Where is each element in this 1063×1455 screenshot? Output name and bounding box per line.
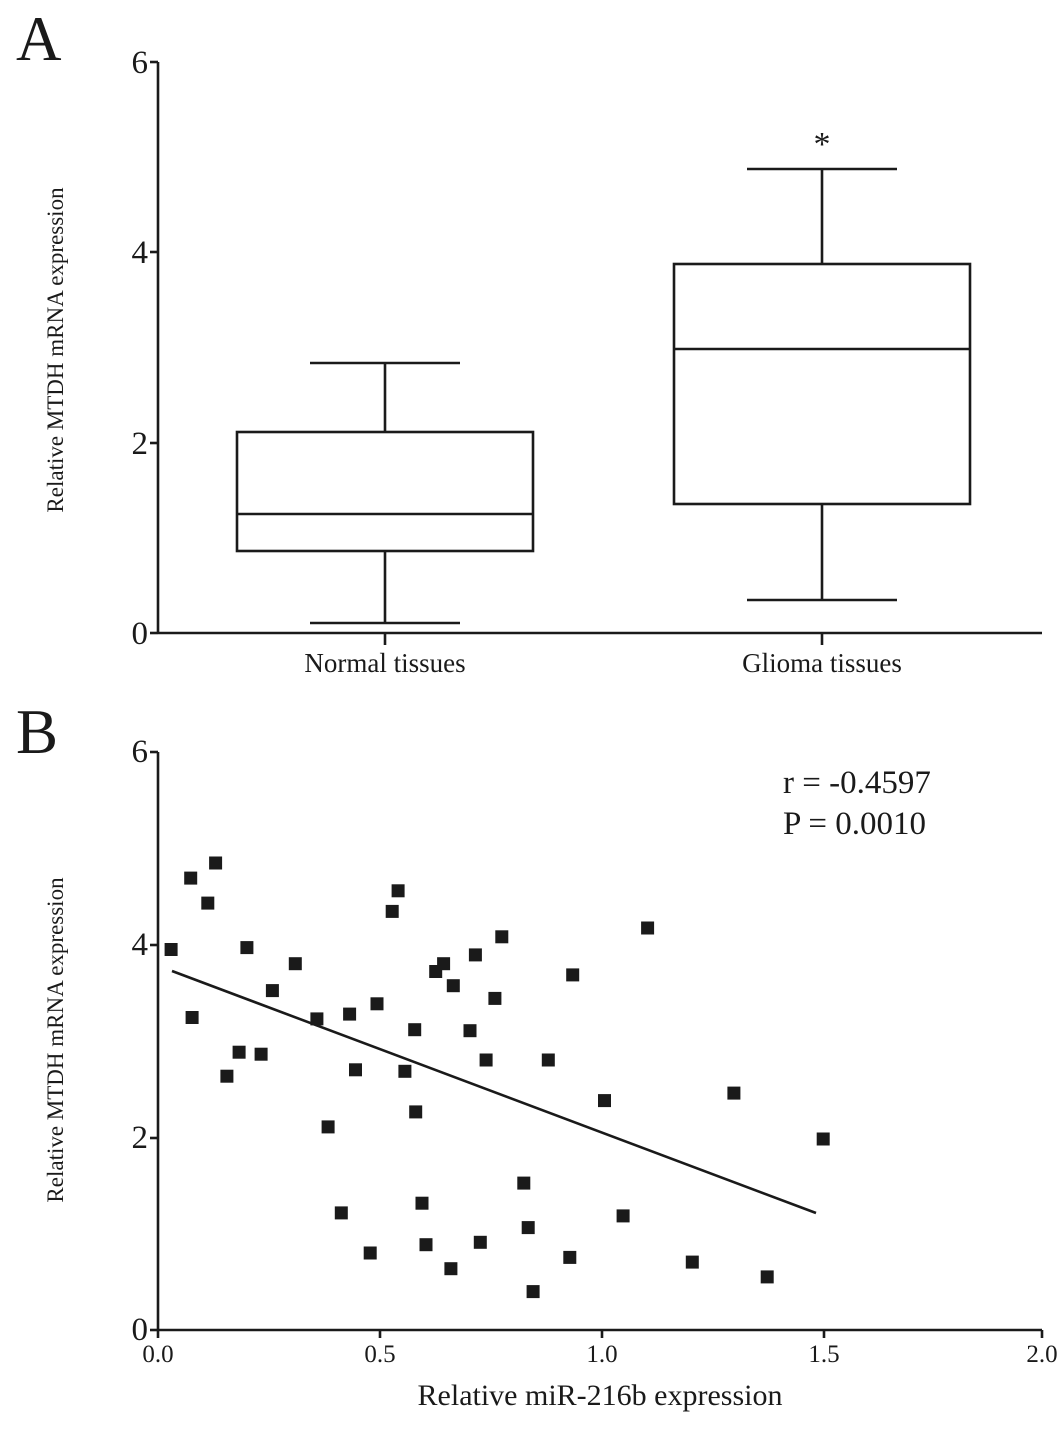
svg-text:4: 4 [132, 235, 149, 271]
svg-text:1.0: 1.0 [586, 1341, 617, 1368]
svg-text:A: A [16, 4, 62, 74]
svg-text:0.5: 0.5 [364, 1341, 395, 1368]
svg-text:P = 0.0010: P = 0.0010 [783, 806, 926, 842]
svg-text:2.0: 2.0 [1026, 1341, 1057, 1368]
svg-text:0.0: 0.0 [142, 1341, 173, 1368]
svg-text:Relative MTDH mRNA expression: Relative MTDH mRNA expression [43, 187, 68, 513]
svg-text:Glioma tissues: Glioma tissues [742, 648, 902, 678]
svg-text:4: 4 [132, 927, 149, 963]
svg-text:2: 2 [132, 426, 149, 462]
svg-text:B: B [16, 697, 58, 767]
svg-text:Relative miR-216b expression: Relative miR-216b expression [418, 1379, 783, 1412]
svg-text:6: 6 [132, 45, 149, 81]
svg-text:2: 2 [132, 1120, 149, 1156]
svg-text:*: * [814, 126, 831, 163]
svg-text:1.5: 1.5 [808, 1341, 839, 1368]
svg-text:r = -0.4597: r = -0.4597 [783, 765, 931, 801]
svg-text:6: 6 [132, 734, 149, 770]
svg-text:Normal tissues: Normal tissues [304, 648, 465, 678]
svg-text:0: 0 [132, 616, 149, 652]
svg-text:Relative MTDH mRNA expression: Relative MTDH mRNA expression [43, 877, 68, 1203]
